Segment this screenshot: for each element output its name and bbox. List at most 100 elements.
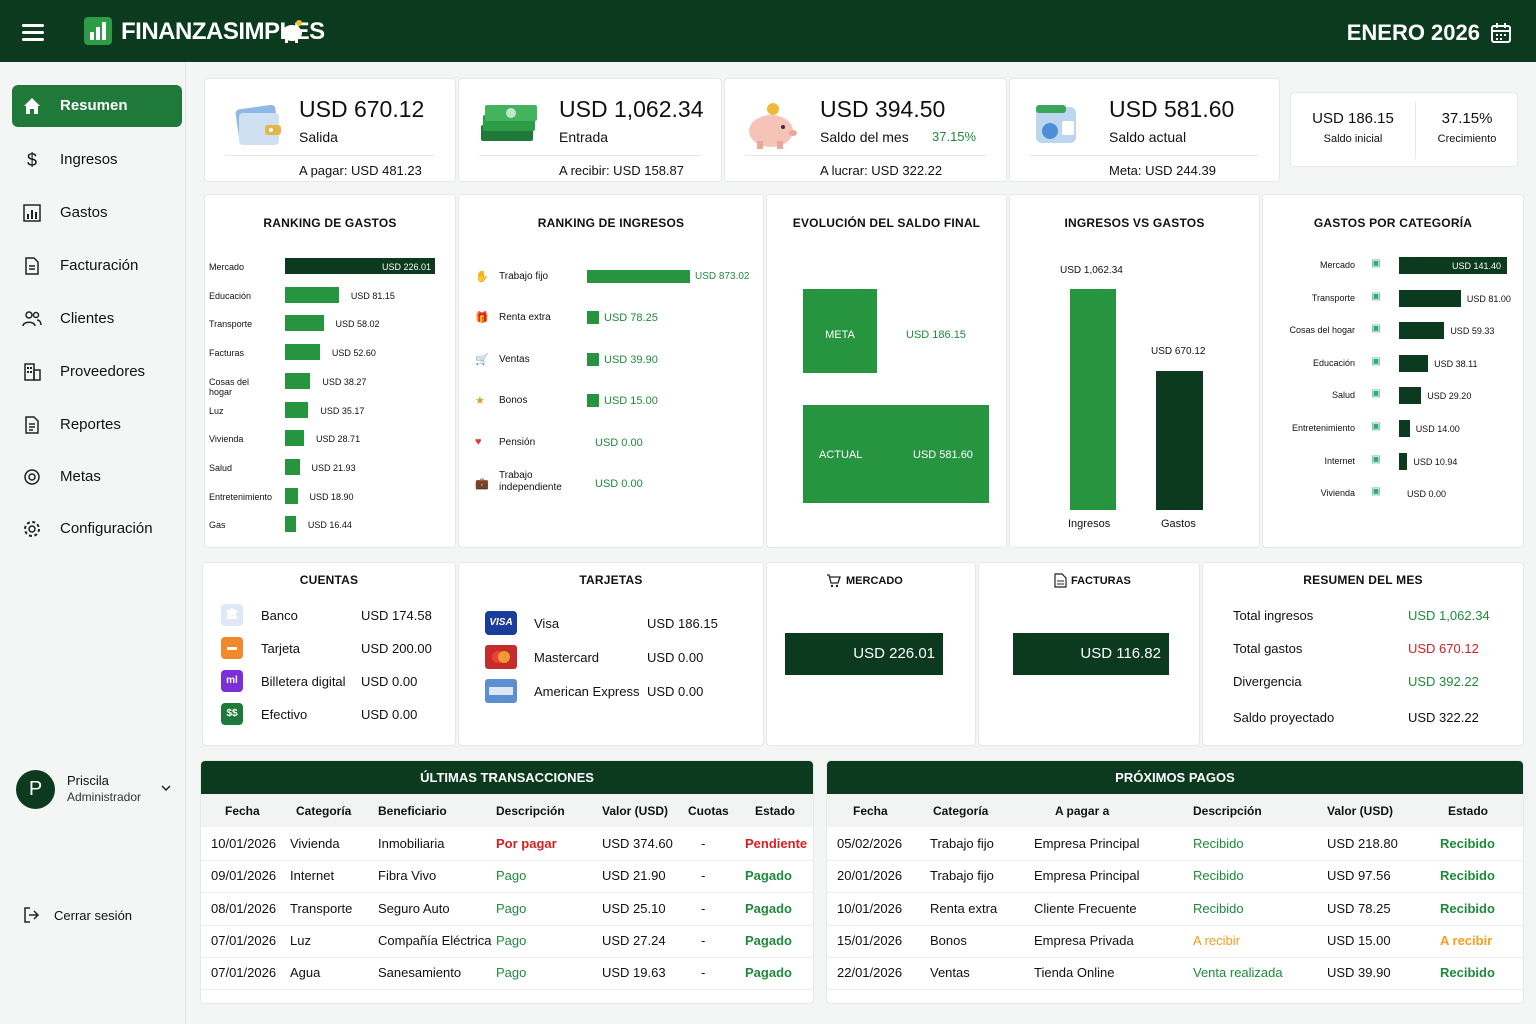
account-value: USD 0.00 xyxy=(361,674,418,689)
divider xyxy=(745,155,986,156)
cuentas-card: CUENTAS 🏛 Banco USD 174.58 ▬ Tarjeta USD 200.… xyxy=(202,562,456,746)
bar-value-label: USD 1,062.34 xyxy=(1060,265,1123,276)
table-cell: USD 19.63 xyxy=(602,965,666,981)
table-cell: Trabajo fijo xyxy=(930,868,994,884)
bar xyxy=(285,401,309,418)
bar xyxy=(587,270,690,283)
bar-label: Cosas del hogar xyxy=(1289,325,1355,336)
user-profile[interactable]: P Priscila Administrador xyxy=(14,769,184,819)
sidebar-item-gastos[interactable]: Gastos xyxy=(12,192,182,234)
transacciones-table: ÚLTIMAS TRANSACCIONES Fecha Categoría Bene… xyxy=(200,760,814,1004)
cart-icon xyxy=(827,574,841,588)
bar-value-label: USD 38.27 xyxy=(322,376,367,387)
table-row[interactable]: 10/01/2026 Renta extra Cliente Frecuente Re… xyxy=(827,893,1523,925)
column-header: Beneficiario xyxy=(378,804,447,818)
sidebar-item-ingresos[interactable]: $ Ingresos xyxy=(12,139,182,181)
sidebar-item-metas[interactable]: Metas xyxy=(12,456,182,498)
chart-title: EVOLUCIÓN DEL SALDO FINAL xyxy=(792,216,981,230)
kpi-value: USD 670.12 xyxy=(299,96,425,122)
meta-value: USD 186.15 xyxy=(906,329,966,341)
gear-icon xyxy=(24,521,40,537)
bar-label: Ventas xyxy=(499,354,530,365)
ranking-gastos-card: RANKING DE GASTOS Mercado USD 226.01 Educa… xyxy=(204,194,456,548)
bar-label: Trabajo independiente xyxy=(499,470,562,493)
bar-value-label: USD 0.00 xyxy=(595,478,643,490)
table-cell: 07/01/2026 xyxy=(211,932,277,948)
sidebar-item-clientes[interactable]: Clientes xyxy=(12,298,182,340)
mini-stats-card: USD 186.15 Saldo inicial 37.15% Crecimie… xyxy=(1290,92,1518,167)
sidebar-item-configuracion[interactable]: Configuración xyxy=(12,508,182,550)
bar-value-label: USD 28.71 xyxy=(316,434,361,445)
calendar-icon[interactable] xyxy=(1490,22,1512,44)
bar-value-label: USD 18.90 xyxy=(309,491,354,502)
sidebar-item-label: Gastos xyxy=(60,204,108,221)
table-cell: Inmobiliaria xyxy=(378,836,445,851)
bar xyxy=(285,315,324,332)
category-icon: ▣ xyxy=(1371,453,1381,465)
chevron-down-icon[interactable] xyxy=(160,782,172,794)
table-row[interactable]: 15/01/2026 Bonos Empresa Privada A recibir U… xyxy=(827,925,1523,957)
bar xyxy=(285,372,311,389)
bar-label: Mercado xyxy=(209,262,245,272)
table-cell: USD 27.24 xyxy=(602,932,666,948)
table-row[interactable]: 07/01/2026 Luz Compañía Eléctrica Pago USD 2… xyxy=(201,925,813,957)
bar-label: Educación xyxy=(1312,357,1355,368)
table-cell: - xyxy=(701,836,706,851)
ingresos-bar xyxy=(1070,289,1116,510)
sidebar-item-resumen[interactable]: Resumen xyxy=(12,85,182,127)
bar-label: Bonos xyxy=(499,395,528,406)
bar-value-label: USD 52.60 xyxy=(331,348,376,359)
divider xyxy=(1030,155,1259,156)
category-icon: ▣ xyxy=(1371,258,1381,269)
table-row[interactable]: 07/01/2026 Agua Sanesamiento Pago USD 19.63 -… xyxy=(201,957,813,989)
piggy-bank-icon xyxy=(282,20,302,43)
table-cell: - xyxy=(701,965,706,981)
star-icon: ★ xyxy=(475,395,485,407)
kpi-footer: A recibir: USD 158.87 xyxy=(559,163,685,178)
table-cell: Fibra Vivo xyxy=(378,868,437,884)
category-icon: ▣ xyxy=(1371,355,1381,367)
logout-button[interactable]: Cerrar sesión xyxy=(22,906,172,928)
kpi-footer: Meta: USD 244.39 xyxy=(1109,163,1216,178)
table-cell: Sanesamiento xyxy=(378,965,462,981)
table-row[interactable]: 10/01/2026 Vivienda Inmobiliaria Por pagar U… xyxy=(201,828,813,860)
bar-value-label: USD 58.02 xyxy=(335,319,380,330)
table-row[interactable]: 05/02/2026 Trabajo fijo Empresa Principal R… xyxy=(827,828,1523,860)
chart-title: INGRESOS VS GASTOS xyxy=(1064,216,1205,230)
menu-icon[interactable] xyxy=(22,24,44,41)
sidebar-item-label: Proveedores xyxy=(60,363,146,380)
kpi-saldo-actual-card: USD 581.60 Saldo actual Meta: USD 244.39 xyxy=(1009,78,1280,182)
category-icon: ▣ xyxy=(1371,388,1381,400)
chart-logo-icon xyxy=(84,17,112,45)
divider xyxy=(225,155,435,156)
bar-value-label: USD 35.17 xyxy=(320,405,365,416)
table-header-row xyxy=(201,794,813,827)
table-row[interactable]: 08/01/2026 Transporte Seguro Auto Pago USD 2… xyxy=(201,893,813,925)
current-month[interactable]: ENERO 2026 xyxy=(1346,20,1480,45)
table-cell: Recibido xyxy=(1440,900,1495,916)
bar xyxy=(285,487,298,504)
column-header: Valor (USD) xyxy=(602,804,669,818)
table-cell: USD 39.90 xyxy=(1327,965,1391,981)
avatar: P xyxy=(16,770,55,809)
table-cell: Recibido xyxy=(1193,836,1244,851)
meta-bar xyxy=(803,289,877,373)
table-cell: Agua xyxy=(290,965,321,981)
briefcase-icon: 💼 xyxy=(475,478,489,490)
table-row[interactable]: 09/01/2026 Internet Fibra Vivo Pago USD 21.9… xyxy=(201,860,813,892)
kpi-entrada-card: USD 1,062.34 Entrada A recibir: USD 158.… xyxy=(458,78,722,182)
sidebar-item-reportes[interactable]: Reportes xyxy=(12,404,182,446)
sidebar-item-proveedores[interactable]: Proveedores xyxy=(12,351,182,393)
table-row[interactable]: 20/01/2026 Trabajo fijo Empresa Principal R… xyxy=(827,860,1523,892)
bar xyxy=(1399,420,1410,437)
bar-value-label: USD 226.01 xyxy=(381,262,431,272)
bar-label: Salud xyxy=(209,462,233,473)
table-cell: Luz xyxy=(290,932,311,948)
bar-value-label: USD 10.94 xyxy=(1413,456,1458,467)
table-row[interactable]: 22/01/2026 Ventas Tienda Online Venta reali… xyxy=(827,957,1523,989)
table-cell: Pagado xyxy=(745,932,792,948)
x-tick-label: Gastos xyxy=(1161,518,1196,530)
summary-label: Saldo proyectado xyxy=(1233,710,1335,725)
sidebar-item-label: Metas xyxy=(60,468,101,485)
sidebar-item-facturacion[interactable]: Facturación xyxy=(12,245,182,287)
